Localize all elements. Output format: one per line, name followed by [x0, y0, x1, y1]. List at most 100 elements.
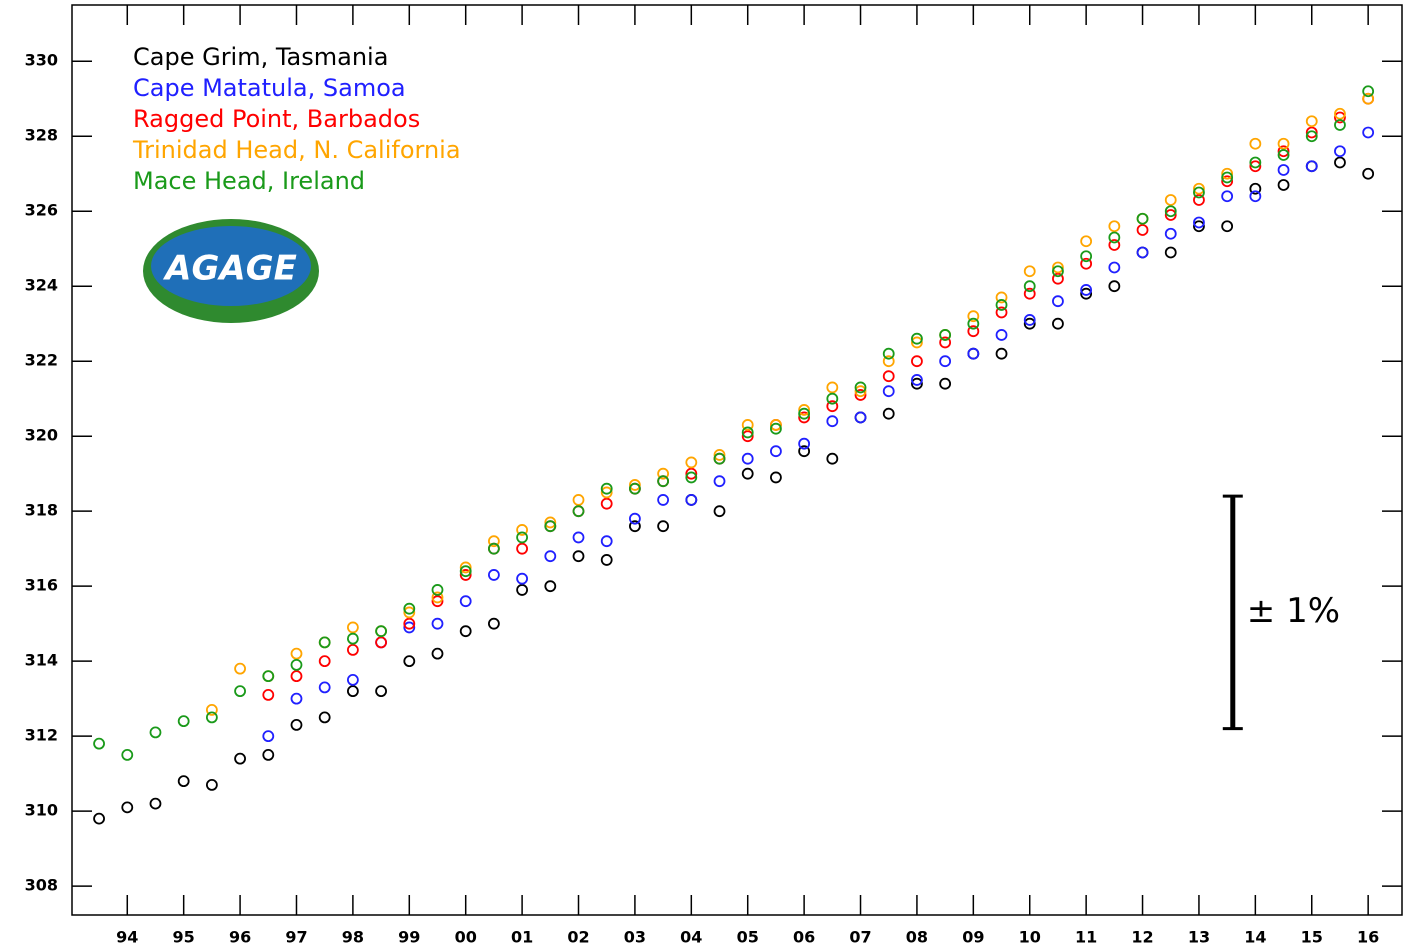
data-point	[459, 625, 472, 638]
data-point	[1023, 314, 1036, 326]
data-point	[93, 812, 105, 825]
legend-entry: Cape Grim, Tasmania	[133, 43, 388, 71]
data-point	[713, 505, 726, 518]
x-tick-label: 15	[1301, 928, 1323, 947]
data-point	[1221, 220, 1234, 233]
x-tick-label: 98	[342, 928, 364, 947]
data-point	[544, 580, 557, 593]
data-point	[826, 452, 839, 465]
data-point	[205, 711, 218, 724]
data-point	[318, 711, 331, 724]
x-tick-label: 12	[1131, 928, 1153, 947]
data-point	[1334, 119, 1346, 131]
data-point	[403, 606, 416, 619]
data-point	[346, 644, 359, 656]
data-point	[375, 636, 387, 649]
legend-entry: Mace Head, Ireland	[133, 167, 365, 195]
y-tick-label: 326	[25, 201, 58, 220]
data-point	[1052, 272, 1064, 285]
data-point	[205, 704, 218, 716]
data-point	[629, 512, 641, 525]
data-point	[234, 662, 246, 675]
legend-entry: Trinidad Head, N. California	[132, 136, 461, 164]
data-point	[911, 355, 923, 368]
data-point	[1164, 209, 1177, 221]
data-point	[911, 332, 923, 345]
data-point	[234, 685, 246, 698]
data-point	[629, 482, 641, 495]
data-point	[516, 584, 529, 596]
data-point	[1277, 137, 1290, 150]
x-tick-label: 09	[962, 928, 984, 947]
data-point	[600, 554, 613, 566]
data-point	[290, 659, 303, 671]
data-point	[375, 625, 387, 638]
data-point	[1249, 156, 1262, 169]
data-point	[1052, 261, 1064, 274]
data-point	[1221, 175, 1234, 188]
data-point	[1164, 246, 1177, 259]
data-point	[121, 801, 134, 814]
x-tick-label: 00	[455, 928, 477, 947]
data-point	[770, 471, 782, 484]
data-point	[911, 377, 923, 390]
data-point	[1249, 137, 1262, 150]
data-point	[939, 377, 952, 390]
data-point	[685, 456, 698, 469]
x-tick-label: 96	[229, 928, 251, 947]
data-point	[1277, 179, 1290, 191]
data-point	[318, 655, 331, 668]
data-point	[1334, 145, 1346, 158]
data-point	[431, 617, 444, 630]
data-point	[1080, 284, 1093, 296]
data-point	[1334, 111, 1346, 124]
data-point	[798, 404, 811, 416]
data-point	[346, 632, 359, 645]
data-point	[657, 475, 670, 488]
data-point	[882, 407, 895, 420]
data-point	[911, 374, 923, 386]
data-point	[1136, 246, 1149, 259]
data-point	[1362, 126, 1375, 139]
data-point	[1080, 257, 1093, 270]
data-point	[854, 381, 867, 394]
data-point	[995, 299, 1008, 311]
data-point	[741, 430, 754, 443]
data-point	[290, 719, 303, 731]
x-tick-label: 05	[737, 928, 759, 947]
data-point	[572, 550, 585, 563]
data-point	[1221, 167, 1234, 180]
data-point	[346, 685, 359, 698]
logo-inner	[151, 226, 311, 306]
data-point	[1164, 205, 1177, 218]
y-tick-label: 328	[25, 126, 58, 145]
data-point	[459, 569, 472, 581]
data-point	[544, 550, 557, 563]
data-point	[1108, 280, 1121, 293]
x-tick-label: 14	[1244, 928, 1266, 947]
data-point	[798, 411, 811, 424]
data-point	[1277, 145, 1290, 158]
x-tick-label: 11	[1075, 928, 1097, 947]
data-point	[1193, 194, 1205, 206]
data-point	[487, 617, 500, 630]
data-point	[854, 389, 867, 401]
x-tick-label: 94	[116, 928, 138, 947]
data-point	[1080, 250, 1093, 263]
x-tick-label: 04	[680, 928, 702, 947]
y-tick-label: 310	[25, 801, 58, 820]
data-point	[262, 689, 275, 701]
x-tick-label: 07	[849, 928, 871, 947]
legend-entry: Cape Matatula, Samoa	[133, 74, 406, 102]
plot-frame	[71, 4, 1403, 916]
data-point	[939, 336, 952, 349]
data-point	[290, 647, 303, 660]
data-point	[798, 407, 811, 420]
data-point	[1334, 156, 1346, 169]
series	[262, 126, 1375, 743]
y-tick-label: 314	[25, 651, 58, 670]
data-point	[375, 685, 387, 698]
data-point	[713, 449, 726, 461]
y-tick-label: 324	[25, 276, 58, 295]
